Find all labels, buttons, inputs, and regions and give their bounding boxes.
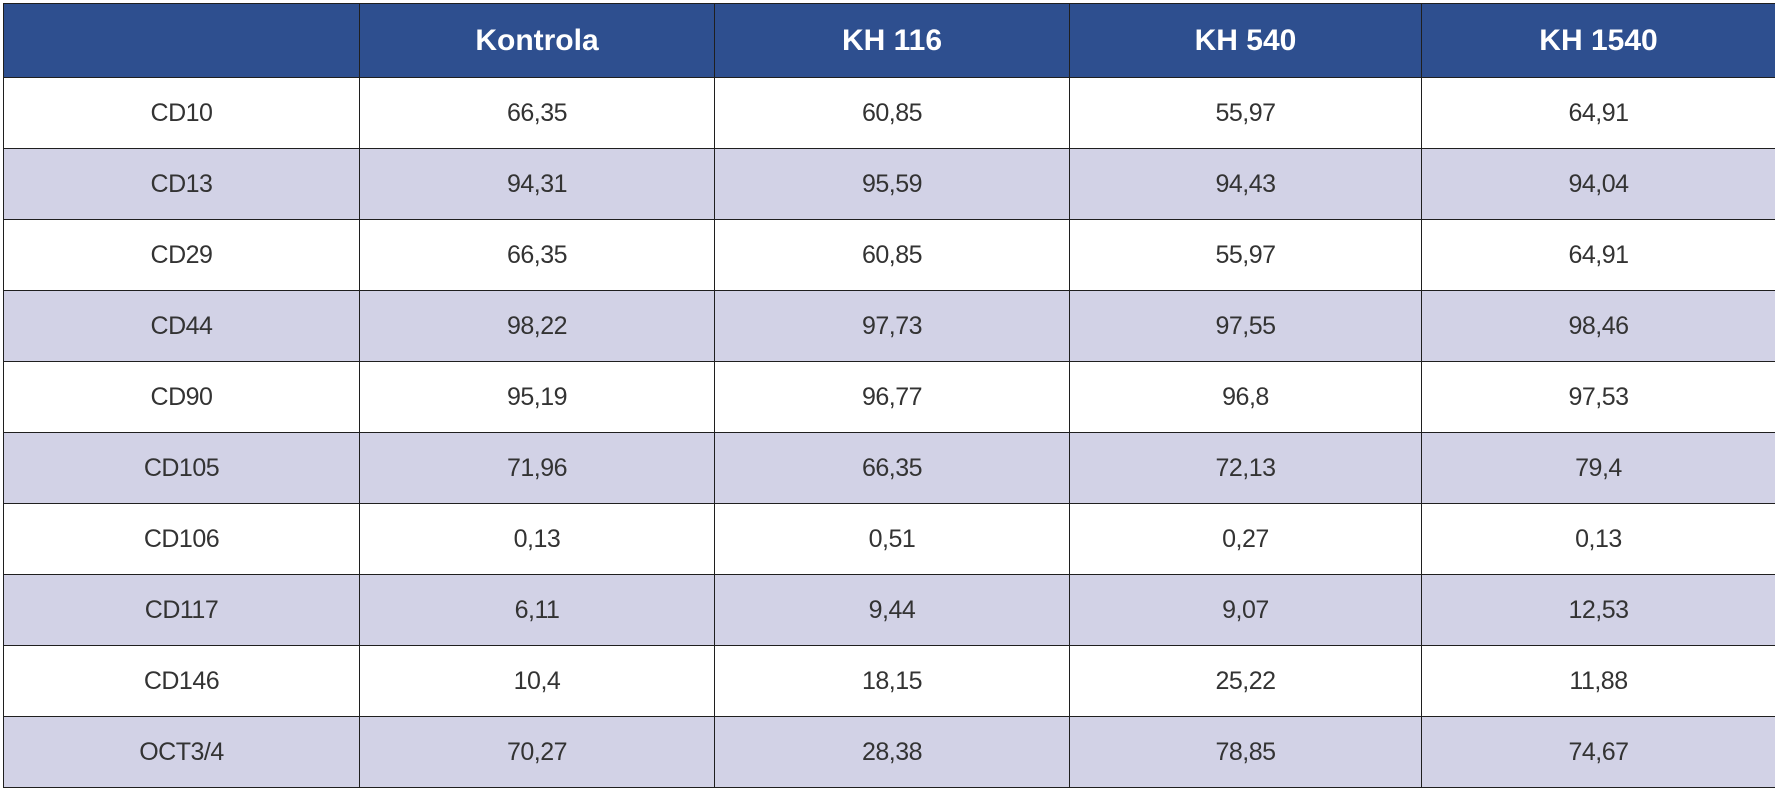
value-cell: 95,59 xyxy=(714,148,1070,220)
table-container: Kontrola KH 116 KH 540 KH 1540 CD10 66,3… xyxy=(3,3,1775,788)
header-cell-empty xyxy=(3,3,360,78)
value-cell: 64,91 xyxy=(1421,219,1775,291)
value-cell: 94,04 xyxy=(1421,148,1775,220)
table-row: CD117 6,11 9,44 9,07 12,53 xyxy=(3,574,1775,646)
row-label-cell: CD44 xyxy=(3,290,360,362)
value-cell: 98,46 xyxy=(1421,290,1775,362)
value-cell: 97,73 xyxy=(714,290,1070,362)
table-row: OCT3/4 70,27 28,38 78,85 74,67 xyxy=(3,716,1775,788)
header-row: Kontrola KH 116 KH 540 KH 1540 xyxy=(3,3,1775,78)
row-label-cell: CD106 xyxy=(3,503,360,575)
header-cell-kh540: KH 540 xyxy=(1069,3,1422,78)
value-cell: 96,8 xyxy=(1069,361,1422,433)
value-cell: 66,35 xyxy=(359,77,715,149)
value-cell: 9,44 xyxy=(714,574,1070,646)
row-label-cell: CD117 xyxy=(3,574,360,646)
header-cell-kh116: KH 116 xyxy=(714,3,1070,78)
table-row: CD44 98,22 97,73 97,55 98,46 xyxy=(3,290,1775,362)
value-cell: 55,97 xyxy=(1069,77,1422,149)
value-cell: 72,13 xyxy=(1069,432,1422,504)
table-row: CD106 0,13 0,51 0,27 0,13 xyxy=(3,503,1775,575)
value-cell: 97,53 xyxy=(1421,361,1775,433)
row-label-cell: OCT3/4 xyxy=(3,716,360,788)
value-cell: 96,77 xyxy=(714,361,1070,433)
value-cell: 64,91 xyxy=(1421,77,1775,149)
header-cell-kontrola: Kontrola xyxy=(359,3,715,78)
value-cell: 0,27 xyxy=(1069,503,1422,575)
row-label-cell: CD146 xyxy=(3,645,360,717)
value-cell: 9,07 xyxy=(1069,574,1422,646)
value-cell: 25,22 xyxy=(1069,645,1422,717)
value-cell: 0,13 xyxy=(1421,503,1775,575)
value-cell: 0,51 xyxy=(714,503,1070,575)
value-cell: 66,35 xyxy=(714,432,1070,504)
value-cell: 71,96 xyxy=(359,432,715,504)
row-label-cell: CD13 xyxy=(3,148,360,220)
row-label-cell: CD10 xyxy=(3,77,360,149)
value-cell: 55,97 xyxy=(1069,219,1422,291)
value-cell: 0,13 xyxy=(359,503,715,575)
table-row: CD29 66,35 60,85 55,97 64,91 xyxy=(3,219,1775,291)
data-table: Kontrola KH 116 KH 540 KH 1540 CD10 66,3… xyxy=(3,3,1775,788)
value-cell: 95,19 xyxy=(359,361,715,433)
value-cell: 60,85 xyxy=(714,219,1070,291)
value-cell: 97,55 xyxy=(1069,290,1422,362)
value-cell: 60,85 xyxy=(714,77,1070,149)
value-cell: 18,15 xyxy=(714,645,1070,717)
table-row: CD105 71,96 66,35 72,13 79,4 xyxy=(3,432,1775,504)
row-label-cell: CD29 xyxy=(3,219,360,291)
row-label-cell: CD105 xyxy=(3,432,360,504)
value-cell: 66,35 xyxy=(359,219,715,291)
value-cell: 98,22 xyxy=(359,290,715,362)
header-cell-kh1540: KH 1540 xyxy=(1421,3,1775,78)
value-cell: 70,27 xyxy=(359,716,715,788)
value-cell: 94,43 xyxy=(1069,148,1422,220)
value-cell: 74,67 xyxy=(1421,716,1775,788)
value-cell: 10,4 xyxy=(359,645,715,717)
table-row: CD146 10,4 18,15 25,22 11,88 xyxy=(3,645,1775,717)
table-row: CD10 66,35 60,85 55,97 64,91 xyxy=(3,77,1775,149)
value-cell: 79,4 xyxy=(1421,432,1775,504)
value-cell: 12,53 xyxy=(1421,574,1775,646)
value-cell: 28,38 xyxy=(714,716,1070,788)
value-cell: 11,88 xyxy=(1421,645,1775,717)
row-label-cell: CD90 xyxy=(3,361,360,433)
table-row: CD90 95,19 96,77 96,8 97,53 xyxy=(3,361,1775,433)
value-cell: 6,11 xyxy=(359,574,715,646)
value-cell: 78,85 xyxy=(1069,716,1422,788)
value-cell: 94,31 xyxy=(359,148,715,220)
table-row: CD13 94,31 95,59 94,43 94,04 xyxy=(3,148,1775,220)
